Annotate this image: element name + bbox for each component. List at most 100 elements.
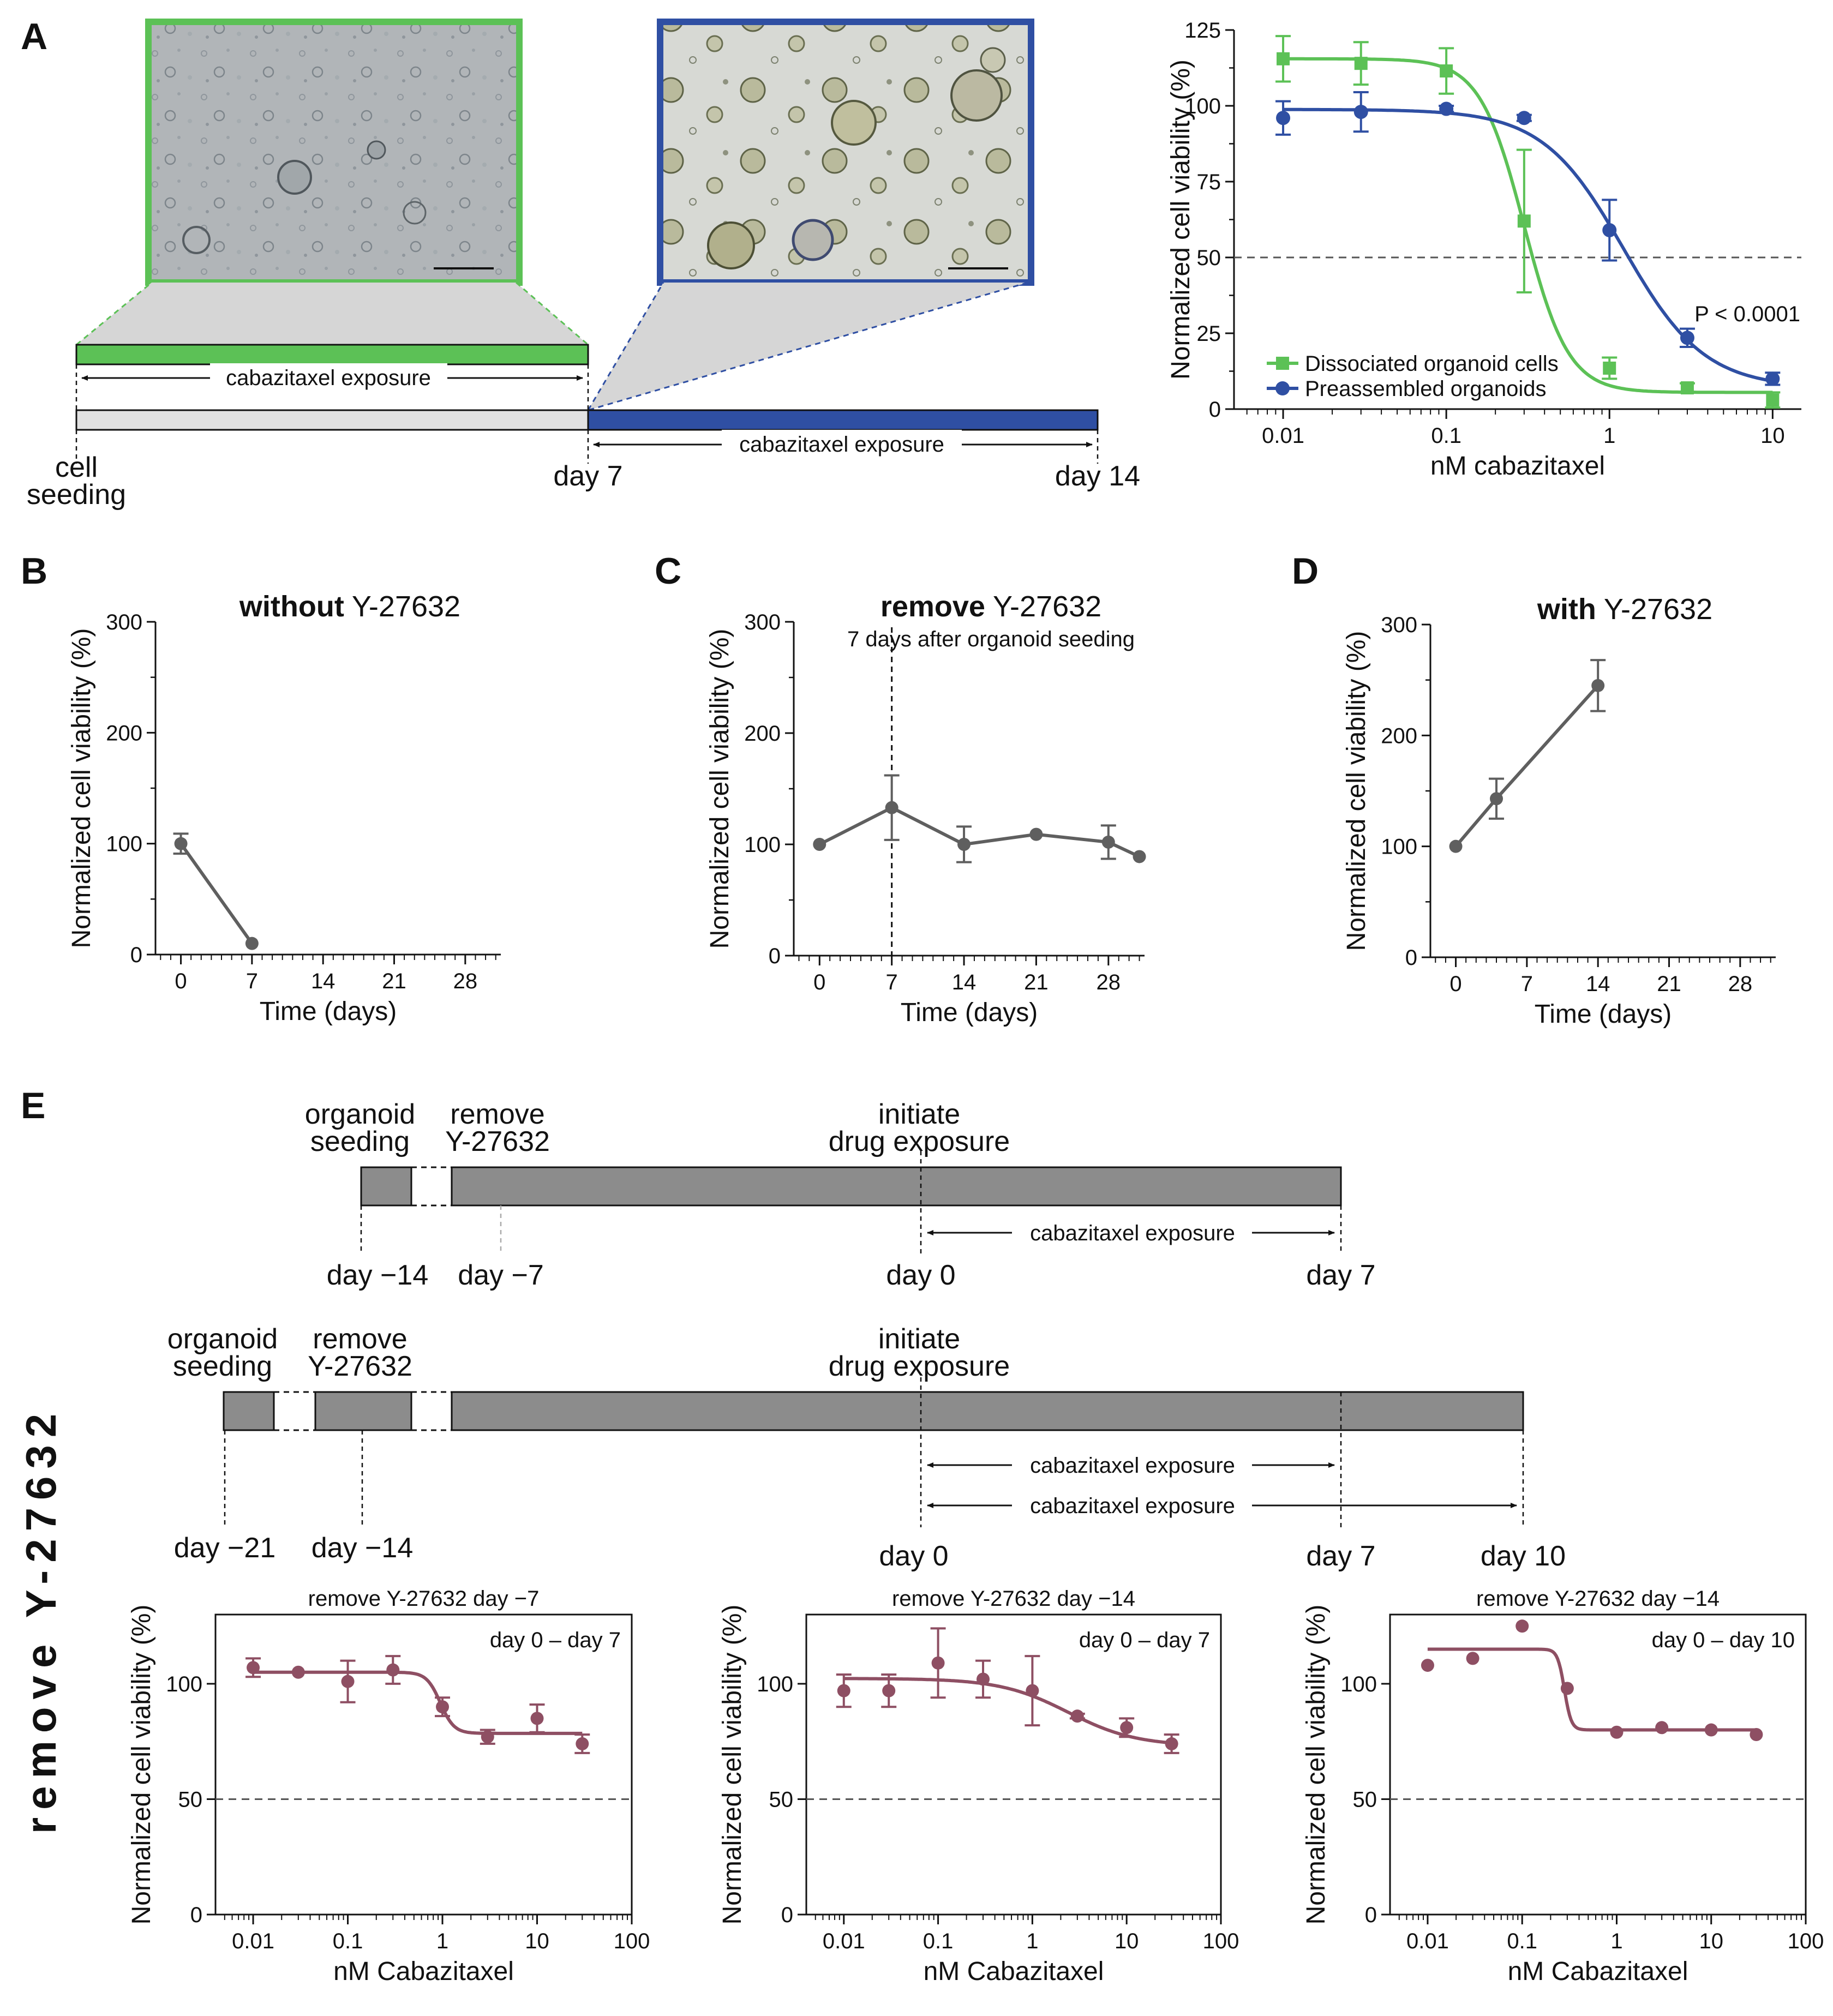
x-axis-label: nM cabazitaxel — [1430, 452, 1605, 481]
data-point — [1449, 839, 1463, 853]
svg-text:day −21: day −21 — [174, 1532, 276, 1564]
y-tick-label: 0 — [130, 943, 142, 967]
x-axis-label: Time (days) — [1535, 1000, 1672, 1029]
x-tick-label: 10 — [1699, 1929, 1723, 1953]
x-tick-label: 1 — [1610, 1929, 1622, 1953]
y-tick-label: 100 — [1184, 94, 1221, 118]
y-tick-label: 50 — [1353, 1787, 1377, 1811]
side-label: remove Y-27632 — [17, 1406, 65, 1834]
micrograph-preassembled — [657, 19, 1034, 286]
y-tick-label: 100 — [1381, 835, 1417, 859]
x-tick-label: 100 — [1788, 1929, 1824, 1953]
x-tick-label: 0.1 — [923, 1929, 954, 1953]
svg-text:cabazitaxel exposure: cabazitaxel exposure — [1030, 1221, 1235, 1245]
y-tick-label: 100 — [744, 833, 781, 857]
data-point — [174, 837, 188, 850]
x-axis-label: nM Cabazitaxel — [333, 1957, 514, 1986]
series-0 — [813, 774, 1146, 863]
panel-label-b: B — [21, 550, 47, 592]
data-point — [1517, 214, 1531, 228]
series-1 — [1275, 91, 1781, 386]
data-point — [341, 1675, 355, 1688]
data-point — [1440, 64, 1453, 78]
data-point — [977, 1672, 990, 1686]
x-tick-label: 14 — [311, 969, 336, 993]
timeline-blue-bar — [587, 409, 1099, 431]
fit-curve — [253, 1670, 583, 1735]
data-point — [1070, 1709, 1084, 1723]
x-tick-label: 14 — [952, 970, 977, 994]
x-tick-label: 0 — [813, 970, 825, 994]
data-point — [1421, 1659, 1434, 1672]
data-point — [1704, 1723, 1718, 1737]
svg-text:day −14: day −14 — [327, 1259, 429, 1291]
plot-frame — [1389, 1613, 1807, 1916]
x-tick-label: 7 — [1521, 972, 1533, 996]
data-point — [1354, 57, 1368, 70]
data-point — [813, 838, 826, 851]
chart-title: remove Y-27632 day −7 — [308, 1587, 540, 1611]
data-point — [1133, 850, 1146, 863]
data-point — [1353, 105, 1368, 119]
exposure-label-2: cabazitaxel exposure — [739, 433, 944, 457]
x-tick-label: 21 — [1024, 970, 1049, 994]
x-tick-label: 14 — [1586, 972, 1610, 996]
x-tick-label: 21 — [1657, 972, 1681, 996]
x-tick-label: 7 — [886, 970, 898, 994]
inset-label: day 0 – day 7 — [490, 1628, 621, 1652]
chart-title: without Y-27632 — [239, 590, 460, 623]
data-point — [1120, 1721, 1134, 1735]
x-tick-label: 10 — [1115, 1929, 1139, 1953]
y-tick-label: 50 — [1197, 246, 1221, 270]
y-tick-label: 200 — [106, 721, 142, 745]
y-tick-label: 75 — [1197, 170, 1221, 194]
x-tick-label: 21 — [382, 969, 406, 993]
y-tick-label: 300 — [744, 610, 781, 634]
chart-title-rest: Y-27632 — [344, 590, 460, 623]
y-tick-label: 300 — [1381, 613, 1417, 637]
chart-title-rest: Y-27632 — [1596, 593, 1712, 626]
chart-a-dose-response: 0 25 50 75 100 125 0.01 0.1 1 10 nM cabazitaxel Nor… — [1166, 19, 1801, 481]
data-point — [481, 1730, 494, 1744]
label-line: cell — [55, 452, 98, 483]
x-tick-label: 28 — [1097, 970, 1121, 994]
x-axis-label: Time (days) — [901, 998, 1038, 1027]
y-tick-label: 0 — [1365, 1903, 1377, 1927]
data-point — [576, 1737, 589, 1750]
series-0 — [173, 832, 259, 950]
legend-marker — [1276, 357, 1289, 370]
data-point — [1591, 679, 1605, 692]
series-line — [1454, 684, 1600, 848]
x-tick-label: 0.01 — [1262, 424, 1304, 448]
panel-label-a: A — [21, 16, 47, 57]
legend-entry: Preassembled organoids — [1305, 377, 1546, 401]
y-axis-label: Normalized cell viability (%) — [1166, 59, 1195, 380]
data-point — [1101, 835, 1115, 849]
data-point — [1655, 1721, 1669, 1735]
y-tick-label: 125 — [1184, 19, 1221, 43]
timeline-e2: organoid seeding remove Y-27632 initiate dr… — [167, 1323, 1566, 1572]
series-line — [179, 842, 254, 945]
series-0 — [1421, 1619, 1763, 1741]
series-0 — [1275, 35, 1781, 409]
y-axis-label: Normalized cell viability (%) — [67, 628, 96, 949]
y-tick-label: 25 — [1197, 322, 1221, 346]
data-point — [1490, 792, 1503, 806]
svg-text:day 10: day 10 — [1481, 1540, 1566, 1572]
svg-text:day 0: day 0 — [886, 1259, 955, 1291]
y-tick-label: 100 — [106, 832, 142, 856]
y-axis-label: Normalized cell viability (%) — [1342, 631, 1371, 951]
x-tick-label: 100 — [614, 1929, 650, 1953]
data-point — [530, 1712, 544, 1725]
x-axis-label: Time (days) — [260, 997, 397, 1026]
chart-e2: 0 50 100 0.01 0.1 1 10 100 nM Cabazitaxel Normali… — [718, 1587, 1239, 1986]
svg-text:cabazitaxel exposure: cabazitaxel exposure — [1030, 1454, 1235, 1478]
label-line: drug exposure — [829, 1126, 1010, 1157]
chart-title: remove Y-27632 day −14 — [1476, 1587, 1720, 1611]
p-value-annotation: P < 0.0001 — [1694, 302, 1800, 326]
x-tick-label: 28 — [1728, 972, 1753, 996]
series-0 — [245, 1655, 590, 1754]
